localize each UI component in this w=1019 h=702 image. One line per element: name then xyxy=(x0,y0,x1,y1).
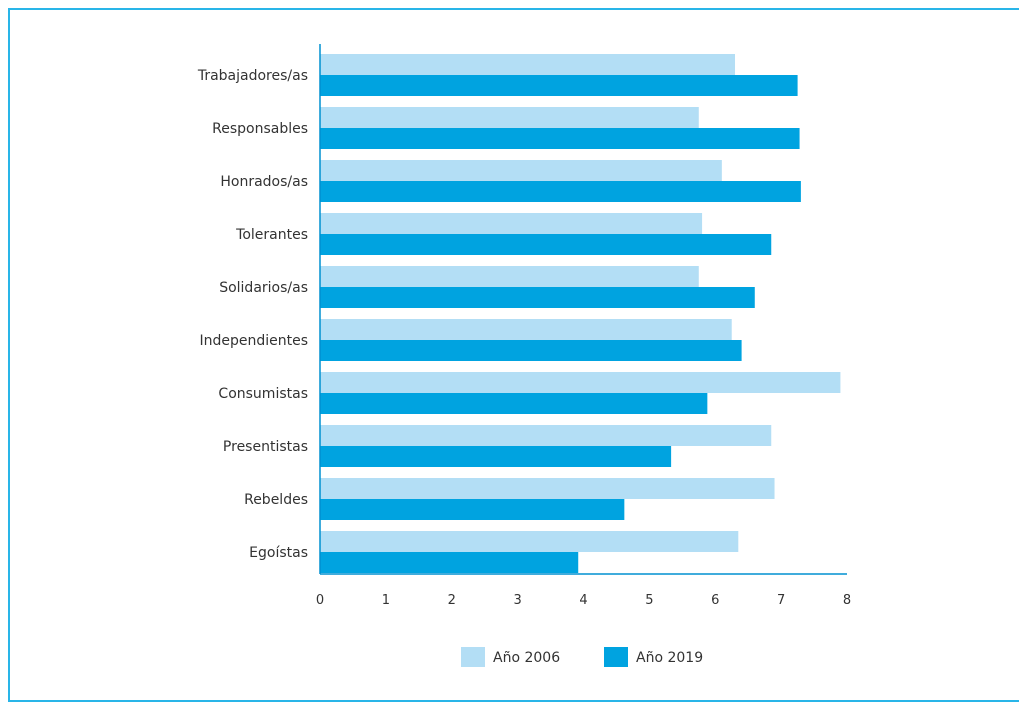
bar-trabajadores-as-año-2006 xyxy=(320,54,736,75)
category-label: Tolerantes xyxy=(235,227,308,243)
bar-solidarios-as-año-2019 xyxy=(320,287,755,308)
x-tick-label: 2 xyxy=(448,593,456,608)
category-labels: Trabajadores/as Responsables Honrados/as To… xyxy=(197,68,308,561)
x-tick-label: 5 xyxy=(645,593,653,608)
x-tick-label: 0 xyxy=(316,593,324,608)
legend-swatch xyxy=(461,647,485,667)
legend-label: Año 2019 xyxy=(636,650,703,666)
category-label: Trabajadores/as xyxy=(197,68,308,84)
category-label: Responsables xyxy=(212,121,308,137)
legend: Año 2006 Año 2019 xyxy=(461,647,703,667)
category-label: Consumistas xyxy=(218,386,308,402)
bar-consumistas-año-2006 xyxy=(320,372,841,393)
bar-honrados-as-año-2006 xyxy=(320,160,722,181)
bar-tolerantes-año-2019 xyxy=(320,234,772,255)
category-label: Egoístas xyxy=(249,545,308,561)
x-tick-label: 6 xyxy=(711,593,719,608)
bar-honrados-as-año-2019 xyxy=(320,181,801,202)
x-tick-label: 8 xyxy=(843,593,851,608)
x-tick-label: 3 xyxy=(513,593,521,608)
x-tick-label: 1 xyxy=(382,593,390,608)
category-label: Presentistas xyxy=(223,439,308,455)
bar-independientes-año-2019 xyxy=(320,340,742,361)
legend-label: Año 2006 xyxy=(493,650,560,666)
x-tick-label: 4 xyxy=(579,593,587,608)
bar-tolerantes-año-2006 xyxy=(320,213,703,234)
category-label: Honrados/as xyxy=(220,174,308,190)
x-tick-label: 7 xyxy=(777,593,785,608)
bar-egoístas-año-2006 xyxy=(320,531,739,552)
category-label: Solidarios/as xyxy=(219,280,308,296)
legend-swatch xyxy=(604,647,628,667)
x-tick-labels: 0 1 2 3 4 5 6 7 8 xyxy=(316,593,851,608)
bar-presentistas-año-2006 xyxy=(320,425,772,446)
bar-independientes-año-2006 xyxy=(320,319,732,340)
bar-solidarios-as-año-2006 xyxy=(320,266,699,287)
bar-consumistas-año-2019 xyxy=(320,393,708,414)
category-label: Rebeldes xyxy=(244,492,308,508)
bar-rebeldes-año-2006 xyxy=(320,478,775,499)
bars-group xyxy=(320,54,841,573)
bar-trabajadores-as-año-2019 xyxy=(320,75,798,96)
bar-presentistas-año-2019 xyxy=(320,446,672,467)
bar-egoístas-año-2019 xyxy=(320,552,579,573)
bar-rebeldes-año-2019 xyxy=(320,499,625,520)
bar-responsables-año-2006 xyxy=(320,107,699,128)
category-label: Independientes xyxy=(199,333,308,349)
bar-responsables-año-2019 xyxy=(320,128,800,149)
